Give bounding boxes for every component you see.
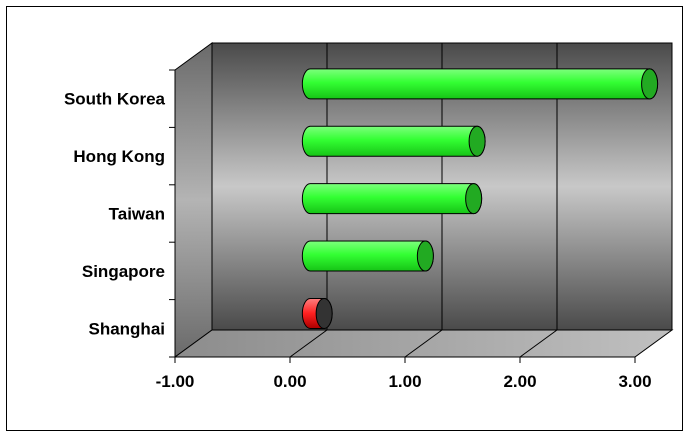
bar-body bbox=[301, 125, 486, 157]
x-tick-label: 2.00 bbox=[503, 372, 536, 391]
bar-end-cap bbox=[641, 68, 659, 100]
x-tick-label: 3.00 bbox=[618, 372, 651, 391]
y-category-label: Shanghai bbox=[88, 319, 165, 338]
axis-labels: -1.00 0.00 1.00 2.00 3.00 South Korea Hong Kon… bbox=[64, 90, 652, 391]
bar-body bbox=[301, 68, 659, 100]
bar bbox=[301, 297, 333, 329]
bar-body bbox=[301, 240, 434, 272]
bar-end-cap bbox=[465, 183, 483, 215]
floor-gridline bbox=[289, 329, 328, 358]
y-category-label: Singapore bbox=[82, 262, 165, 281]
bars bbox=[301, 68, 659, 329]
axes bbox=[169, 69, 636, 363]
x-tick-label: 0.00 bbox=[273, 372, 306, 391]
bar bbox=[301, 125, 486, 157]
bar bbox=[301, 183, 483, 215]
bar-end-cap bbox=[416, 240, 434, 272]
y-category-label: Hong Kong bbox=[73, 147, 165, 166]
floor-gridline bbox=[404, 329, 443, 358]
y-category-label: South Korea bbox=[64, 90, 166, 109]
bar-body bbox=[301, 183, 483, 215]
x-tick-label: 1.00 bbox=[388, 372, 421, 391]
bar-end-cap bbox=[315, 297, 333, 329]
chart-side-wall bbox=[174, 42, 213, 358]
bar bbox=[301, 240, 434, 272]
y-category-label: Taiwan bbox=[109, 205, 165, 224]
floor-gridline bbox=[519, 329, 558, 358]
x-tick-label: -1.00 bbox=[156, 372, 195, 391]
bar-end-cap bbox=[468, 125, 486, 157]
bar bbox=[301, 68, 659, 100]
